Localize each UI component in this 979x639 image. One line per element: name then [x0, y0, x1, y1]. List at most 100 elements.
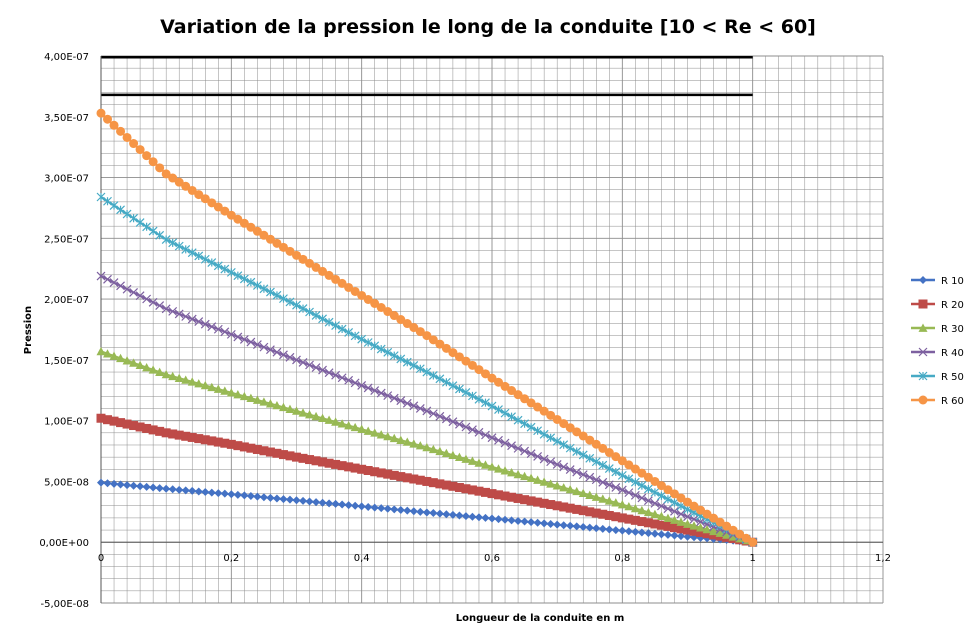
data-point-r30: [135, 360, 145, 370]
data-point-r50: [422, 367, 432, 377]
data-point-r30: [155, 367, 165, 376]
data-point-r50: [415, 364, 425, 374]
data-point-r50: [259, 284, 269, 294]
data-point-r30: [363, 426, 373, 435]
data-point-r10: [540, 519, 549, 528]
data-point-r50: [266, 287, 275, 297]
data-point-r20: [559, 502, 569, 512]
data-point-r60: [96, 108, 106, 118]
data-point-r40: [279, 350, 288, 360]
data-point-r20: [552, 501, 562, 511]
data-point-r50: [109, 201, 119, 210]
data-point-r30: [643, 507, 653, 517]
data-point-r60: [539, 406, 549, 416]
data-point-r30: [448, 450, 458, 460]
data-point-r30: [350, 422, 360, 432]
data-point-r30: [337, 419, 347, 428]
data-point-r50: [168, 238, 178, 248]
data-point-r60: [305, 258, 315, 268]
y-tick-label: 2,00E-07: [44, 295, 89, 306]
y-tick-label: 4,00E-07: [44, 52, 89, 63]
data-point-r10: [370, 503, 379, 512]
data-point-r20: [500, 491, 510, 501]
data-point-r40: [318, 365, 327, 375]
data-point-r50: [370, 341, 380, 351]
data-point-r10: [663, 530, 672, 539]
data-point-r60: [252, 226, 262, 236]
data-point-r40: [285, 352, 295, 362]
data-point-r30: [552, 481, 562, 490]
data-point-r10: [507, 516, 516, 525]
data-point-r40: [604, 480, 614, 490]
data-point-r60: [155, 163, 165, 173]
data-point-r10: [227, 490, 236, 499]
data-point-r30: [318, 413, 328, 423]
data-point-r10: [201, 488, 210, 497]
x-tick-label: 0,2: [223, 553, 239, 564]
data-point-r20: [526, 496, 536, 506]
data-point-r40: [578, 470, 588, 480]
data-point-r30: [494, 464, 504, 473]
legend-label: R 20: [941, 300, 964, 311]
data-point-r20: [415, 475, 425, 485]
data-point-r40: [305, 360, 314, 370]
data-point-r10: [618, 526, 627, 535]
legend-marker: [918, 395, 928, 405]
data-point-r50: [129, 213, 139, 223]
data-point-r40: [344, 375, 354, 385]
data-point-r30: [265, 399, 275, 408]
data-point-r40: [161, 304, 171, 314]
data-point-r50: [239, 274, 249, 284]
data-point-r10: [364, 502, 373, 511]
data-point-r10: [155, 484, 164, 493]
data-point-r60: [448, 348, 458, 358]
data-point-r40: [461, 422, 471, 432]
data-point-r10: [474, 513, 483, 522]
data-point-r30: [285, 404, 295, 413]
data-point-r50: [246, 277, 256, 287]
data-point-r30: [630, 503, 640, 513]
data-point-r50: [617, 470, 627, 480]
data-point-r10: [442, 510, 451, 519]
reference-lines: [101, 55, 753, 97]
data-point-r20: [637, 517, 647, 527]
data-point-r20: [441, 480, 451, 490]
data-point-r50: [598, 460, 608, 470]
series-r60: [96, 108, 758, 547]
data-point-r40: [122, 284, 132, 294]
data-point-r30: [174, 373, 184, 382]
data-point-r50: [318, 314, 327, 324]
data-point-r30: [116, 353, 126, 363]
data-point-r60: [344, 282, 354, 292]
data-point-r10: [194, 487, 203, 496]
data-point-r30: [676, 517, 686, 526]
data-point-r20: [122, 419, 132, 429]
data-point-r10: [168, 485, 177, 494]
data-point-r10: [422, 508, 431, 517]
data-point-r50: [220, 264, 230, 274]
data-point-r40: [363, 383, 373, 393]
data-point-r30: [637, 505, 647, 515]
data-point-r30: [220, 386, 230, 395]
data-point-r30: [226, 388, 236, 397]
data-point-r60: [148, 157, 158, 167]
data-point-r60: [415, 327, 425, 337]
data-point-r50: [578, 450, 588, 460]
data-point-r30: [428, 444, 438, 454]
data-point-r20: [630, 515, 640, 525]
data-point-r40: [409, 401, 419, 411]
x-tick-label: 1: [749, 553, 755, 564]
data-point-r10: [175, 485, 184, 494]
data-point-r20: [181, 431, 191, 441]
data-point-r40: [611, 482, 621, 492]
data-point-r20: [683, 525, 692, 535]
data-point-r30: [311, 411, 321, 421]
data-point-r40: [520, 446, 530, 456]
data-point-r40: [559, 462, 569, 472]
data-point-r40: [670, 506, 679, 516]
data-point-r60: [728, 525, 738, 535]
data-point-r30: [604, 496, 614, 505]
data-point-r40: [591, 475, 601, 485]
data-point-r10: [299, 496, 308, 505]
